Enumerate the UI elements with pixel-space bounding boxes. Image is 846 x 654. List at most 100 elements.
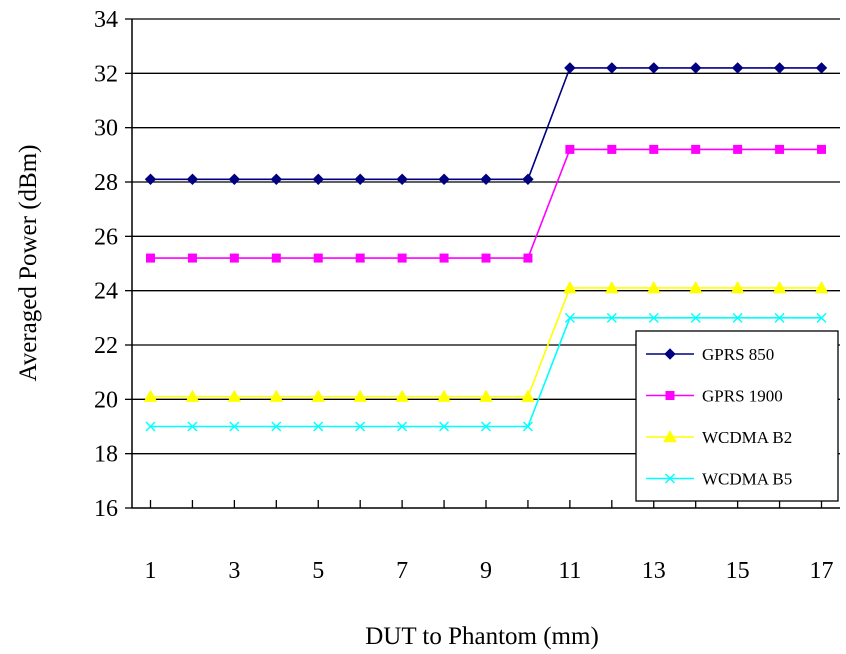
data-point <box>565 144 575 154</box>
marker-stroke <box>648 312 659 323</box>
data-point <box>144 173 157 185</box>
data-point <box>186 173 199 185</box>
marker-stroke <box>313 421 324 432</box>
data-point <box>227 389 242 402</box>
marker-stroke <box>816 312 827 323</box>
data-point <box>229 421 240 432</box>
data-point <box>187 421 198 432</box>
marker-stroke <box>439 421 450 432</box>
data-point <box>355 421 366 432</box>
y-tick-label: 18 <box>94 442 118 468</box>
series-gprs-850 <box>144 62 828 185</box>
y-tick-label: 28 <box>94 170 118 196</box>
x-tick-label: 1 <box>145 558 157 584</box>
data-point <box>437 389 451 402</box>
legend-item-gprs-850: GPRS 850 <box>646 345 774 364</box>
y-tick-label: 16 <box>94 496 118 522</box>
data-point <box>733 144 743 154</box>
legend-marker <box>663 429 677 443</box>
data-point <box>481 253 491 263</box>
data-point <box>396 173 408 185</box>
data-point <box>481 421 491 432</box>
data-point <box>397 253 407 263</box>
data-point <box>689 62 702 74</box>
legend-item-wcdma-b5: WCDMA B5 <box>646 470 792 489</box>
data-point <box>185 389 200 402</box>
data-point <box>271 253 281 263</box>
marker-stroke <box>732 312 743 323</box>
data-point <box>311 389 326 402</box>
marker-stroke <box>606 312 617 323</box>
series-group <box>143 62 829 432</box>
y-tick-label: 20 <box>94 387 118 413</box>
data-point <box>522 173 534 185</box>
data-point <box>688 280 703 294</box>
data-point <box>815 62 828 74</box>
legend-label: WCDMA B2 <box>702 428 792 447</box>
legend-marker <box>665 473 675 484</box>
data-point <box>523 253 533 263</box>
data-point <box>229 253 239 263</box>
data-point <box>353 389 368 402</box>
data-point <box>228 173 241 185</box>
data-point <box>648 312 659 323</box>
y-tick-label: 24 <box>94 279 118 305</box>
data-point <box>646 280 661 294</box>
x-tick-label: 13 <box>642 558 666 584</box>
marker-stroke <box>229 421 240 432</box>
y-axis-title: Averaged Power (dBm) <box>15 145 42 382</box>
legend: GPRS 850 GPRS 1900 WCDMA B2 WCDMA B5 <box>635 330 839 502</box>
x-tick-label: 7 <box>396 558 408 584</box>
data-point <box>564 312 575 323</box>
data-point <box>312 173 324 185</box>
legend-item-gprs-1900: GPRS 1900 <box>646 387 783 406</box>
x-tick-label: 15 <box>726 558 750 584</box>
data-point <box>313 421 324 432</box>
data-point <box>604 280 619 294</box>
marker-stroke <box>481 421 491 432</box>
data-point <box>817 144 826 154</box>
y-tick-label: 22 <box>94 333 118 359</box>
legend-label: GPRS 850 <box>702 345 774 364</box>
data-point <box>606 62 618 74</box>
data-point <box>355 253 365 263</box>
x-tick-label: 17 <box>810 558 834 584</box>
data-point <box>439 253 449 263</box>
data-point <box>522 421 533 432</box>
marker-stroke <box>774 312 785 323</box>
y-tick-label: 26 <box>94 224 118 250</box>
data-point <box>439 421 450 432</box>
data-point <box>395 389 409 402</box>
data-point <box>270 173 283 185</box>
data-point <box>816 312 827 323</box>
data-point <box>649 144 659 154</box>
data-point <box>731 62 744 74</box>
marker-stroke <box>690 312 701 323</box>
x-axis-title: DUT to Phantom (mm) <box>365 623 599 650</box>
data-point <box>563 280 577 294</box>
data-point <box>648 62 660 74</box>
data-point <box>730 280 745 294</box>
data-point <box>564 62 576 74</box>
data-point <box>607 144 617 154</box>
data-point <box>775 144 785 154</box>
data-point <box>438 173 450 185</box>
data-point <box>313 253 323 263</box>
data-point <box>480 173 492 185</box>
legend-label: GPRS 1900 <box>702 387 783 406</box>
data-point <box>187 253 197 263</box>
x-tick-label: 5 <box>312 558 324 584</box>
data-point <box>521 389 535 402</box>
series-wcdma-b5 <box>145 312 827 432</box>
data-point <box>690 312 701 323</box>
series-gprs-1900 <box>146 144 826 263</box>
data-point <box>145 421 156 432</box>
data-point <box>397 421 408 432</box>
y-tick-label: 30 <box>94 116 118 142</box>
y-tick-label: 34 <box>94 7 118 33</box>
marker-stroke <box>271 421 282 432</box>
legend-marker <box>664 348 676 360</box>
